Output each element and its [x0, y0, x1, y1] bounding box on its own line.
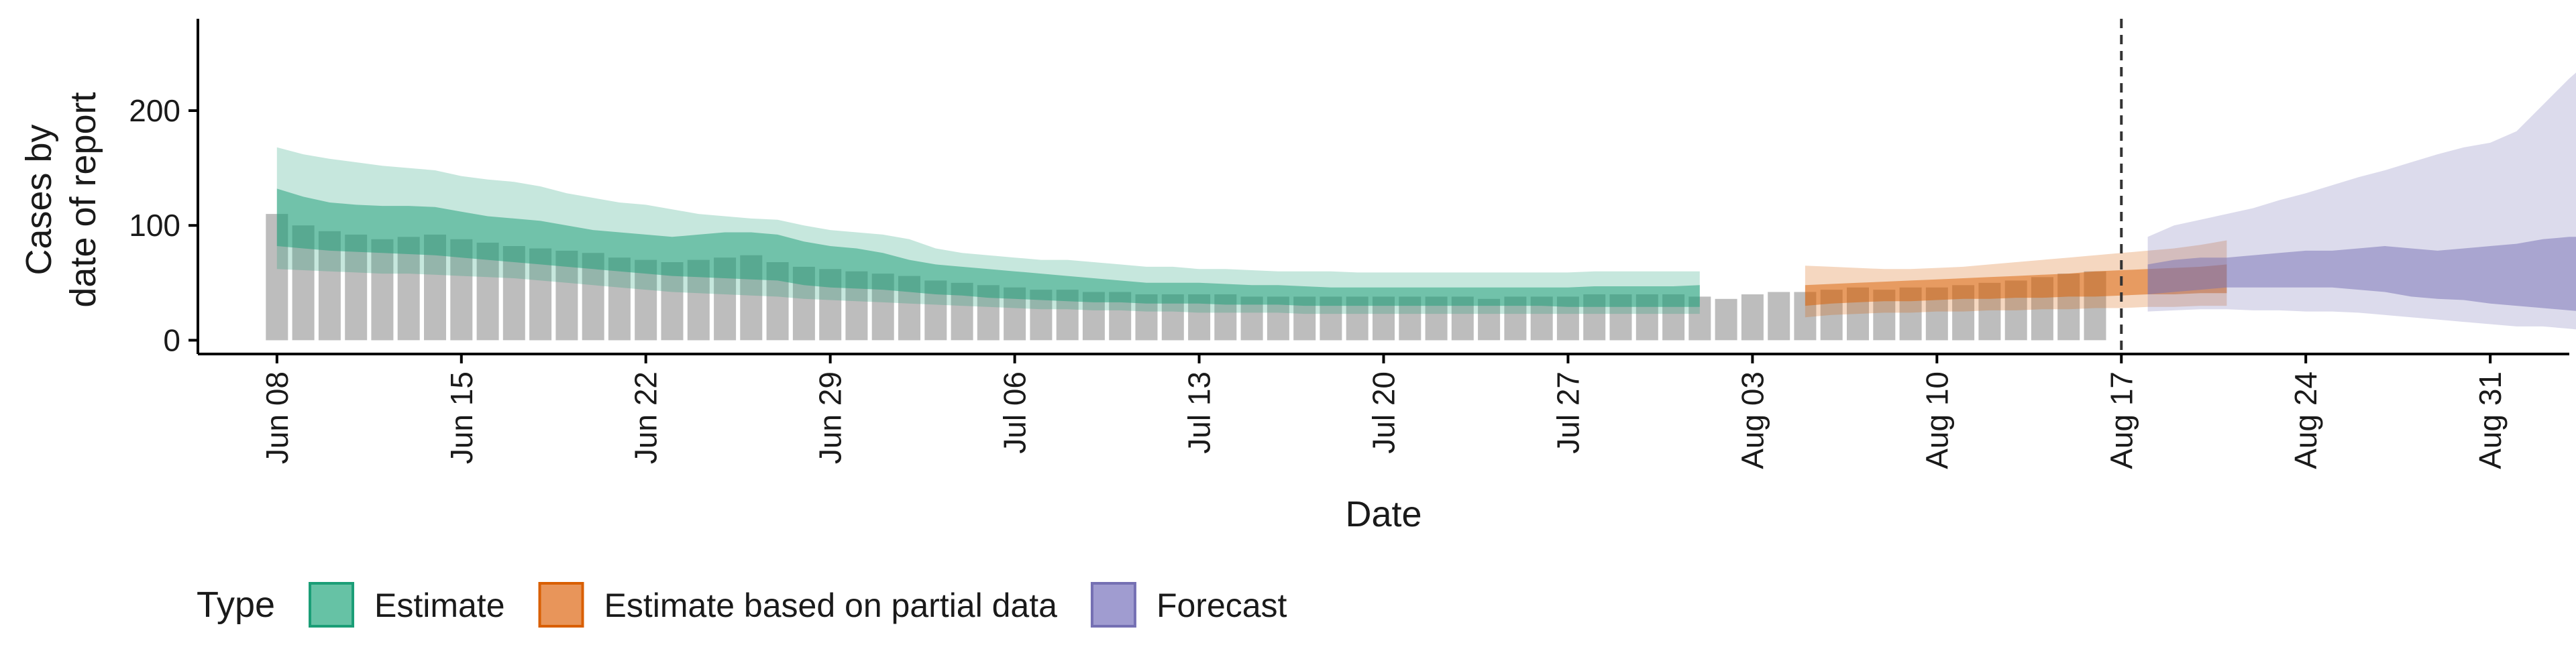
y-tick-label: 0 [163, 322, 180, 357]
x-tick-label: Jul 06 [998, 371, 1032, 454]
y-tick-label: 100 [129, 208, 180, 243]
x-tick-label: Jul 13 [1182, 371, 1217, 454]
x-tick-label: Jul 20 [1366, 371, 1401, 454]
legend-title: Type [197, 585, 275, 625]
x-tick-label: Aug 17 [2104, 371, 2139, 469]
x-tick-label: Aug 24 [2288, 371, 2323, 469]
ribbon-50-estimate [276, 188, 1700, 307]
x-tick-label: Jun 08 [260, 371, 294, 464]
x-tick-label: Jun 22 [629, 371, 663, 464]
x-tick-label: Aug 10 [1919, 371, 1954, 469]
legend-swatch-partial [538, 582, 584, 628]
legend-swatch-forecast [1090, 582, 1136, 628]
y-tick-label: 200 [129, 93, 180, 128]
reported-cases-bar [371, 239, 394, 341]
y-axis-ticks: 0 100 200 [129, 93, 198, 357]
legend: Type Estimate Estimate based on partial d… [197, 582, 1287, 628]
x-axis-ticks: Jun 08 Jun 15 Jun 22 Jun 29 Jul 06 Jul 13 Jul … [260, 354, 2508, 469]
reported-cases-bar [1715, 298, 1737, 341]
y-axis-label-line1: Cases by [19, 124, 59, 275]
reported-cases-bar [345, 234, 368, 341]
ribbon-50-forecast [2147, 237, 2576, 311]
legend-swatch-estimate [309, 582, 354, 628]
estimate-ribbons [276, 72, 2576, 330]
x-axis-label: Date [1345, 494, 1421, 534]
x-tick-label: Jun 15 [444, 371, 479, 464]
x-tick-label: Aug 03 [1735, 371, 1770, 469]
x-tick-label: Jun 29 [813, 371, 848, 464]
reported-cases-bar [1741, 294, 1764, 341]
y-axis-label-line2: date of report [63, 92, 103, 307]
legend-label-forecast: Forecast [1157, 587, 1287, 624]
legend-label-partial: Estimate based on partial data [604, 587, 1058, 624]
x-tick-label: Jul 27 [1550, 371, 1585, 454]
reported-cases-bar [1768, 292, 1790, 341]
x-tick-label: Aug 31 [2473, 371, 2508, 469]
legend-label-estimate: Estimate [374, 587, 505, 624]
